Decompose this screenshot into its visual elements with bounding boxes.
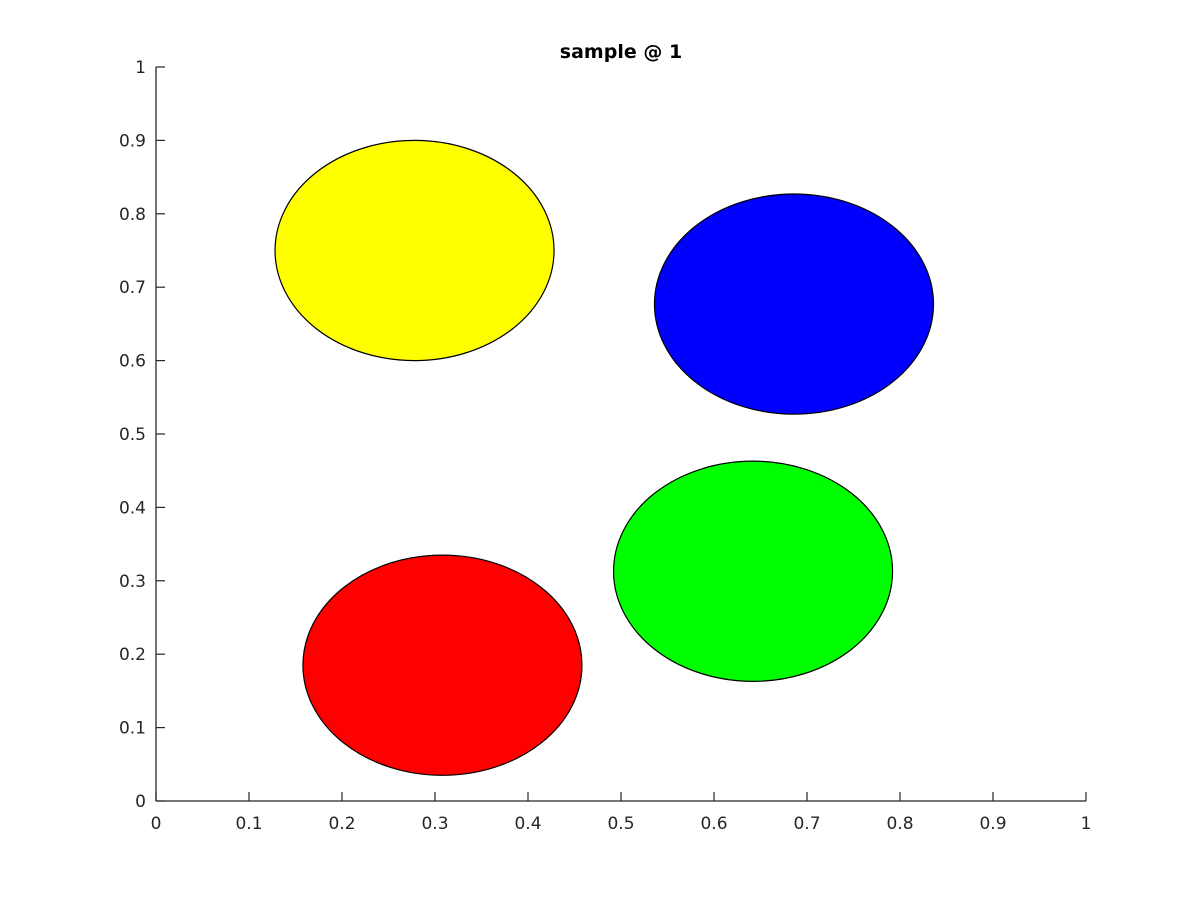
axes: 0 0.1 0.2 0.3 0.4 0.5 0.6 0.7 0.8 0.9 1 0 0.1 0.2 0.3 0… — [119, 58, 1091, 834]
y-tick-label: 0.6 — [119, 352, 146, 372]
ellipse-shape-3 — [612, 460, 894, 682]
y-tick-label: 0.1 — [119, 719, 146, 739]
ellipse-shape-4 — [302, 554, 583, 776]
x-tick-label: 0.3 — [421, 814, 448, 834]
y-tick-label: 0.8 — [119, 205, 146, 225]
y-tick-label: 0.5 — [119, 425, 146, 445]
x-tick-label: 0 — [151, 814, 162, 834]
shapes-layer — [274, 139, 935, 776]
y-tick-label: 0.4 — [119, 498, 146, 518]
ellipse-shape-2 — [653, 193, 935, 415]
x-tick-label: 1 — [1081, 814, 1092, 834]
x-tick-label: 0.5 — [607, 814, 634, 834]
y-tick-label: 0.2 — [119, 645, 146, 665]
ellipse-shape-1 — [274, 139, 555, 362]
x-tick-label: 0.7 — [793, 814, 820, 834]
y-tick-label: 1 — [135, 58, 146, 78]
x-tick-label: 0.8 — [886, 814, 913, 834]
y-tick-label: 0.7 — [119, 278, 146, 298]
x-tick-label: 0.9 — [979, 814, 1006, 834]
y-tick-label: 0.3 — [119, 572, 146, 592]
x-tick-label: 0.4 — [514, 814, 541, 834]
x-tick-label: 0.2 — [328, 814, 355, 834]
y-tick-label: 0 — [135, 792, 146, 812]
y-tick-label: 0.9 — [119, 131, 146, 151]
x-tick-label: 0.1 — [235, 814, 262, 834]
x-tick-label: 0.6 — [700, 814, 727, 834]
chart-title: sample @ 1 — [560, 41, 682, 63]
